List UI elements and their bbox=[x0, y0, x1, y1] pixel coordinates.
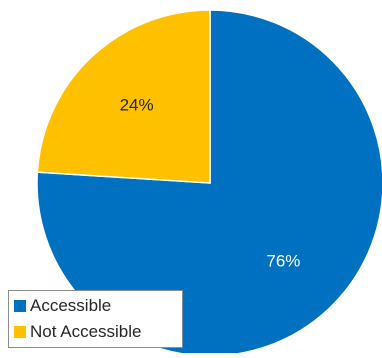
legend-swatch-accessible bbox=[14, 300, 26, 312]
pie-label-accessible: 76% bbox=[266, 252, 300, 271]
legend-item-not-accessible: Not Accessible bbox=[14, 319, 182, 345]
pie-slices bbox=[36, 9, 382, 357]
pie-slice-not-accessible bbox=[36, 9, 211, 184]
chart-legend: Accessible Not Accessible bbox=[8, 290, 183, 348]
pie-slice-labels: 76% 24% bbox=[120, 95, 301, 270]
pie-label-not-accessible: 24% bbox=[120, 95, 154, 114]
legend-item-accessible: Accessible bbox=[14, 293, 182, 319]
legend-label-accessible: Accessible bbox=[30, 296, 112, 315]
legend-label-not-accessible: Not Accessible bbox=[30, 322, 142, 341]
legend-swatch-not-accessible bbox=[14, 326, 26, 338]
